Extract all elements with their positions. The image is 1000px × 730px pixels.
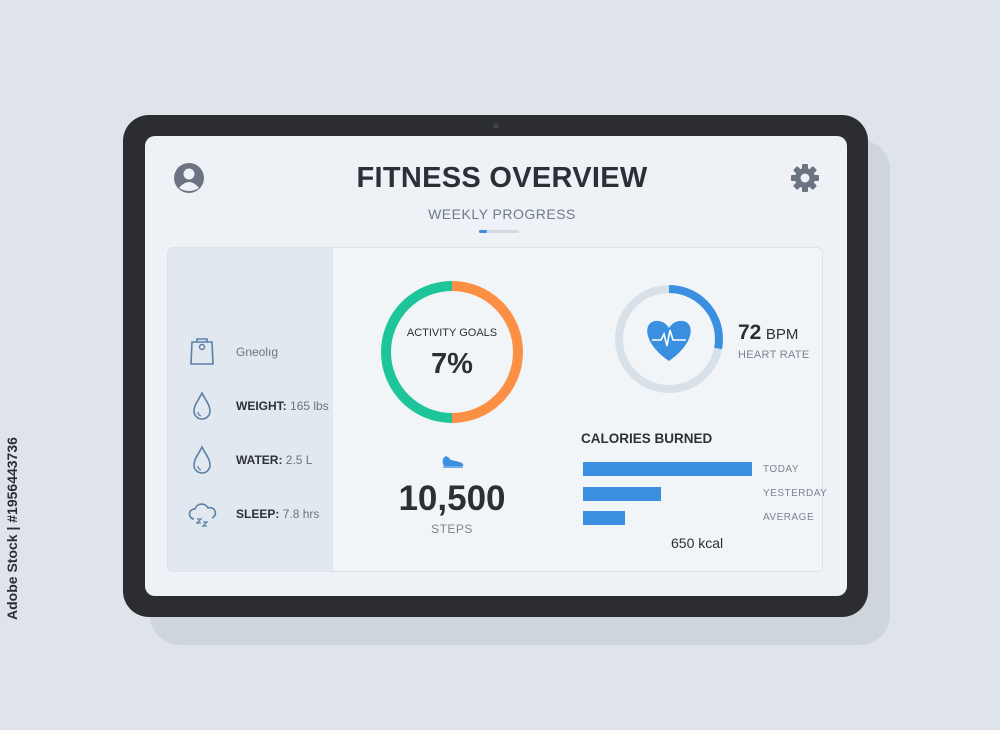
calories-bar-average	[583, 511, 626, 525]
sidebar-panel	[168, 248, 333, 571]
user-avatar-icon[interactable]	[173, 162, 205, 194]
activity-label: ACTIVITY GOALS	[406, 327, 498, 339]
heart-ring-progress	[615, 285, 723, 393]
calories-title: CALORIES BURNED	[581, 431, 713, 446]
activity-ring-right	[451, 281, 523, 423]
page-subtitle: WEEKLY PROGRESS	[428, 206, 576, 222]
calories-label-average: AVERAGE	[763, 512, 815, 523]
water-drop-icon	[193, 445, 211, 474]
calories-label-yesterday: YESTERDAY	[763, 488, 828, 499]
sidebar-item-label: WATER:	[236, 453, 283, 467]
heart-pulse-icon	[647, 320, 691, 361]
watermark-text: Adobe Stock | #1956443736	[4, 437, 20, 620]
calories-bar-yesterday	[583, 487, 661, 501]
sidebar-item-label: SLEEP:	[236, 507, 280, 521]
heart-rate-value: 72	[738, 321, 762, 344]
water-drop-icon	[193, 391, 211, 420]
heart-rate-unit: BPM	[765, 326, 799, 343]
page-title: FITNESS OVERVIEW	[356, 162, 648, 194]
calories-label-today: TODAY	[763, 464, 800, 475]
sidebar-item-sleep[interactable]: SLEEP: 7.8 hrs	[186, 499, 319, 529]
sidebar-item-label: WEIGHT:	[236, 399, 287, 413]
sleep-cloud-icon	[188, 503, 217, 527]
steps-label: STEPS	[431, 522, 473, 536]
gear-icon[interactable]	[789, 162, 821, 194]
sidebar-item-value: 7.8 hrs	[282, 507, 320, 521]
heart-rate-reading: 72 BPM	[738, 321, 798, 345]
activity-ring-left	[381, 281, 453, 423]
heart-rate-label: HEART RATE	[738, 349, 810, 361]
sneaker-icon	[442, 456, 464, 468]
page-indicator[interactable]	[479, 230, 519, 233]
heart-rate-ring	[615, 285, 723, 393]
sidebar-item-scale[interactable]: Gneolıg	[186, 337, 278, 367]
page-indicator-fill	[479, 230, 487, 233]
calories-total: 650 kcal	[671, 535, 724, 551]
camera	[493, 123, 499, 129]
sidebar-item-water[interactable]: WATER: 2.5 L	[186, 445, 312, 475]
steps-value: 10,500	[398, 479, 506, 518]
sidebar-item-value: Gneolıg	[236, 345, 279, 359]
scale-icon	[190, 338, 214, 365]
calories-bar-today	[583, 462, 752, 476]
sidebar-item-weight[interactable]: WEIGHT: 165 lbs	[186, 391, 329, 421]
sidebar-item-value: 2.5 L	[285, 453, 313, 467]
sidebar-item-value: 165 lbs	[290, 399, 329, 413]
activity-value: 7%	[431, 348, 473, 380]
activity-goals-ring	[381, 281, 523, 423]
